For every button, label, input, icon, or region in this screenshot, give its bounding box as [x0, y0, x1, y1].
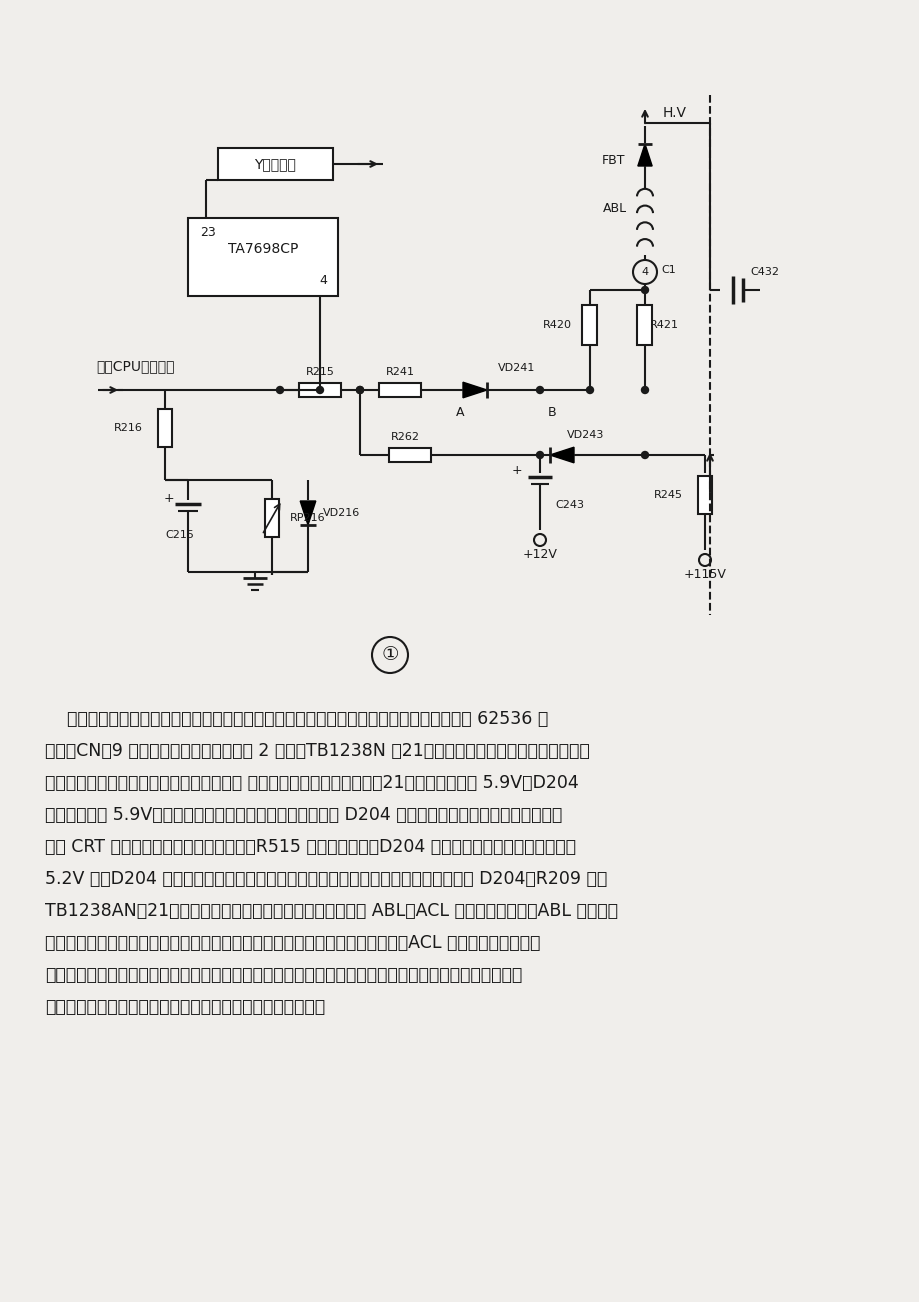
- Text: 整亮度信号和色度信号的交流传输特性之间的比例关系，在两者的共同作用下，最终使显像管三阴极电压: 整亮度信号和色度信号的交流传输特性之间的比例关系，在两者的共同作用下，最终使显像…: [45, 966, 522, 984]
- Bar: [698, 477, 711, 514]
- Text: +12V: +12V: [522, 548, 557, 561]
- Circle shape: [641, 452, 648, 458]
- Text: ①: ①: [380, 646, 398, 664]
- Text: 23: 23: [200, 227, 216, 240]
- Text: 4: 4: [319, 275, 326, 288]
- Text: R420: R420: [542, 320, 572, 329]
- Text: 被送去自动跟踪调整图像信号的直流动态范围，改变亮度信号的直流传输特性；ACL 控制电压则去控制调: 被送去自动跟踪调整图像信号的直流动态范围，改变亮度信号的直流传输特性；ACL 控…: [45, 934, 539, 952]
- Text: C432: C432: [749, 267, 778, 277]
- Text: +115V: +115V: [683, 569, 726, 582]
- Text: H.V: H.V: [663, 105, 686, 120]
- Text: TB1238AN（21）脚，经内部速率变换电路处理后分别得到 ABL、ACL 控制电压。其中，ABL 控制电压: TB1238AN（21）脚，经内部速率变换电路处理后分别得到 ABL、ACL 控…: [45, 902, 618, 921]
- Text: R241: R241: [385, 367, 414, 378]
- Polygon shape: [637, 145, 652, 165]
- Circle shape: [641, 286, 648, 293]
- Text: RP216: RP216: [289, 513, 325, 523]
- Text: A: A: [455, 405, 464, 418]
- Text: ABL: ABL: [602, 202, 627, 215]
- Bar: [265, 499, 278, 536]
- Text: 上升，则图像的亮度和对比度下降，从而限制束电流的增大。: 上升，则图像的亮度和对比度下降，从而限制束电流的增大。: [45, 999, 324, 1016]
- Circle shape: [357, 387, 363, 393]
- Bar: [637, 305, 652, 345]
- Bar: [158, 409, 172, 447]
- Text: 5.2V 时，D204 导通，束电流控制电路起控。显像管束电流变化引起的误差电压经过 D204、R209 送入: 5.2V 时，D204 导通，束电流控制电路起控。显像管束电流变化引起的误差电压…: [45, 870, 607, 888]
- Text: VD216: VD216: [323, 508, 360, 518]
- Text: VD241: VD241: [497, 363, 535, 372]
- Circle shape: [586, 387, 593, 393]
- Bar: [582, 305, 596, 345]
- Text: 来自CPU亮度控制: 来自CPU亮度控制: [96, 359, 175, 372]
- Text: Y信号输出: Y信号输出: [255, 158, 296, 171]
- Bar: [379, 383, 421, 397]
- Text: R262: R262: [390, 432, 419, 441]
- Text: TA7698CP: TA7698CP: [228, 242, 298, 256]
- Circle shape: [277, 387, 283, 393]
- Text: 许多彩电的信号处理芯片均设有专门的引脚作为束电流控制脚，控制原理基本相同。长虹 62536 型: 许多彩电的信号处理芯片均设有专门的引脚作为束电流控制脚，控制原理基本相同。长虹 …: [45, 710, 548, 728]
- Bar: [299, 383, 341, 397]
- Text: R245: R245: [653, 490, 682, 500]
- Circle shape: [316, 387, 323, 393]
- Circle shape: [357, 387, 363, 393]
- Text: R215: R215: [305, 367, 335, 378]
- Text: C243: C243: [554, 500, 584, 510]
- Polygon shape: [300, 501, 315, 525]
- Text: FBT: FBT: [601, 154, 624, 167]
- Text: VD243: VD243: [566, 430, 604, 440]
- Bar: [389, 448, 430, 462]
- Text: +: +: [511, 465, 521, 478]
- Text: R421: R421: [650, 320, 678, 329]
- Bar: [218, 148, 333, 180]
- Text: 4: 4: [641, 267, 648, 277]
- Circle shape: [536, 452, 543, 458]
- Text: C1: C1: [660, 266, 675, 275]
- Text: 共同构成束电流控制电路，其控制原理如下 当束电流在正常范围内时，（21）脚的电压约为 5.9V，D204: 共同构成束电流控制电路，其控制原理如下 当束电流在正常范围内时，（21）脚的电压…: [45, 773, 578, 792]
- Text: 正端电压也为 5.9V，而其负端电压随图像内容变化，正常时 D204 截止，束电流电路不动作。当某种原: 正端电压也为 5.9V，而其负端电压随图像内容变化，正常时 D204 截止，束电…: [45, 806, 562, 824]
- Polygon shape: [550, 447, 573, 462]
- Circle shape: [536, 387, 543, 393]
- Circle shape: [641, 387, 648, 393]
- Text: 因使 CRT 束电流增大并超过其额定值时，R515 上的压降增大，D204 负端电位下降，当负端电压低于: 因使 CRT 束电流增大并超过其额定值时，R515 上的压降增大，D204 负端…: [45, 838, 575, 855]
- Text: +: +: [164, 491, 174, 504]
- Text: B: B: [547, 405, 556, 418]
- Text: 彩电（CN－9 机芯）束电流控制电路如图 2 所示。TB1238N （21）脚为束电流控制脚，与外部的电路: 彩电（CN－9 机芯）束电流控制电路如图 2 所示。TB1238N （21）脚为…: [45, 742, 589, 760]
- Text: R216: R216: [114, 423, 142, 434]
- Bar: [187, 217, 337, 296]
- Text: C215: C215: [165, 530, 194, 540]
- Polygon shape: [462, 383, 486, 398]
